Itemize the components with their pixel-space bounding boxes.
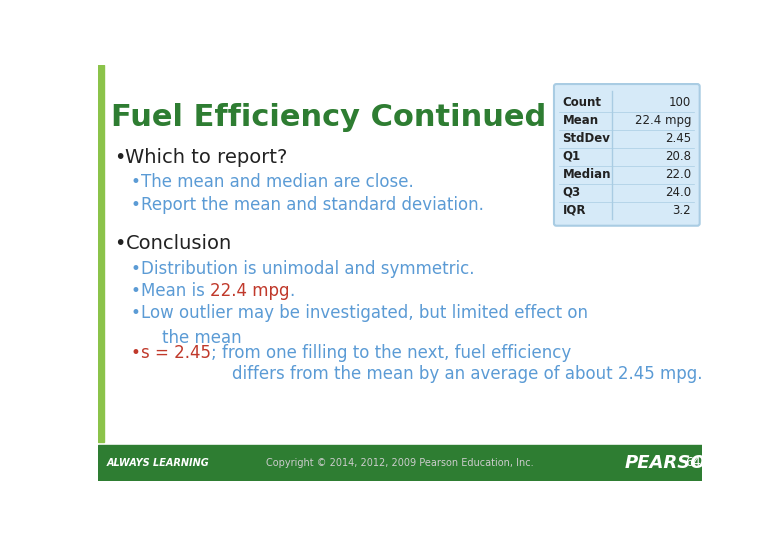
Text: •: •	[130, 195, 140, 214]
Text: 24.0: 24.0	[665, 186, 691, 199]
Text: Mean: Mean	[562, 113, 598, 127]
Text: 64: 64	[685, 456, 700, 469]
Text: •: •	[130, 345, 140, 362]
Text: •: •	[130, 173, 140, 191]
Text: .: .	[289, 282, 295, 300]
Text: Which to report?: Which to report?	[126, 148, 288, 167]
Text: ; from one filling to the next, fuel efficiency
    differs from the mean by an : ; from one filling to the next, fuel eff…	[211, 345, 703, 383]
Text: 20.8: 20.8	[665, 150, 691, 163]
Text: Fuel Efficiency Continued: Fuel Efficiency Continued	[112, 103, 547, 132]
Text: StdDev: StdDev	[562, 132, 611, 145]
Text: 22.4 mpg: 22.4 mpg	[210, 282, 289, 300]
Text: •: •	[130, 282, 140, 300]
Text: •: •	[130, 304, 140, 322]
Text: Median: Median	[562, 168, 611, 181]
Text: 22.0: 22.0	[665, 168, 691, 181]
Text: Q1: Q1	[562, 150, 580, 163]
Bar	[98, 445, 702, 481]
Text: PEARSON: PEARSON	[625, 454, 722, 472]
Text: Low outlier may be investigated, but limited effect on
    the mean: Low outlier may be investigated, but lim…	[141, 304, 588, 347]
Text: Report the mean and standard deviation.: Report the mean and standard deviation.	[141, 195, 484, 214]
Text: 100: 100	[669, 96, 691, 109]
Text: 2.45: 2.45	[665, 132, 691, 145]
Text: 22.4 mpg: 22.4 mpg	[635, 113, 691, 127]
Text: ALWAYS LEARNING: ALWAYS LEARNING	[107, 458, 210, 468]
Bar	[98, 65, 104, 442]
Text: Mean is: Mean is	[141, 282, 210, 300]
Text: Count: Count	[562, 96, 601, 109]
Text: Q3: Q3	[562, 186, 580, 199]
Text: •: •	[130, 260, 140, 278]
Text: •: •	[115, 234, 126, 253]
Text: 3.2: 3.2	[672, 204, 691, 217]
Text: Copyright © 2014, 2012, 2009 Pearson Education, Inc.: Copyright © 2014, 2012, 2009 Pearson Edu…	[266, 458, 534, 468]
Text: Conclusion: Conclusion	[126, 234, 232, 253]
Text: s = 2.45: s = 2.45	[141, 345, 211, 362]
Text: •: •	[115, 148, 126, 167]
Text: IQR: IQR	[562, 204, 586, 217]
Text: Distribution is unimodal and symmetric.: Distribution is unimodal and symmetric.	[141, 260, 474, 278]
FancyBboxPatch shape	[554, 84, 700, 226]
Text: The mean and median are close.: The mean and median are close.	[141, 173, 413, 191]
